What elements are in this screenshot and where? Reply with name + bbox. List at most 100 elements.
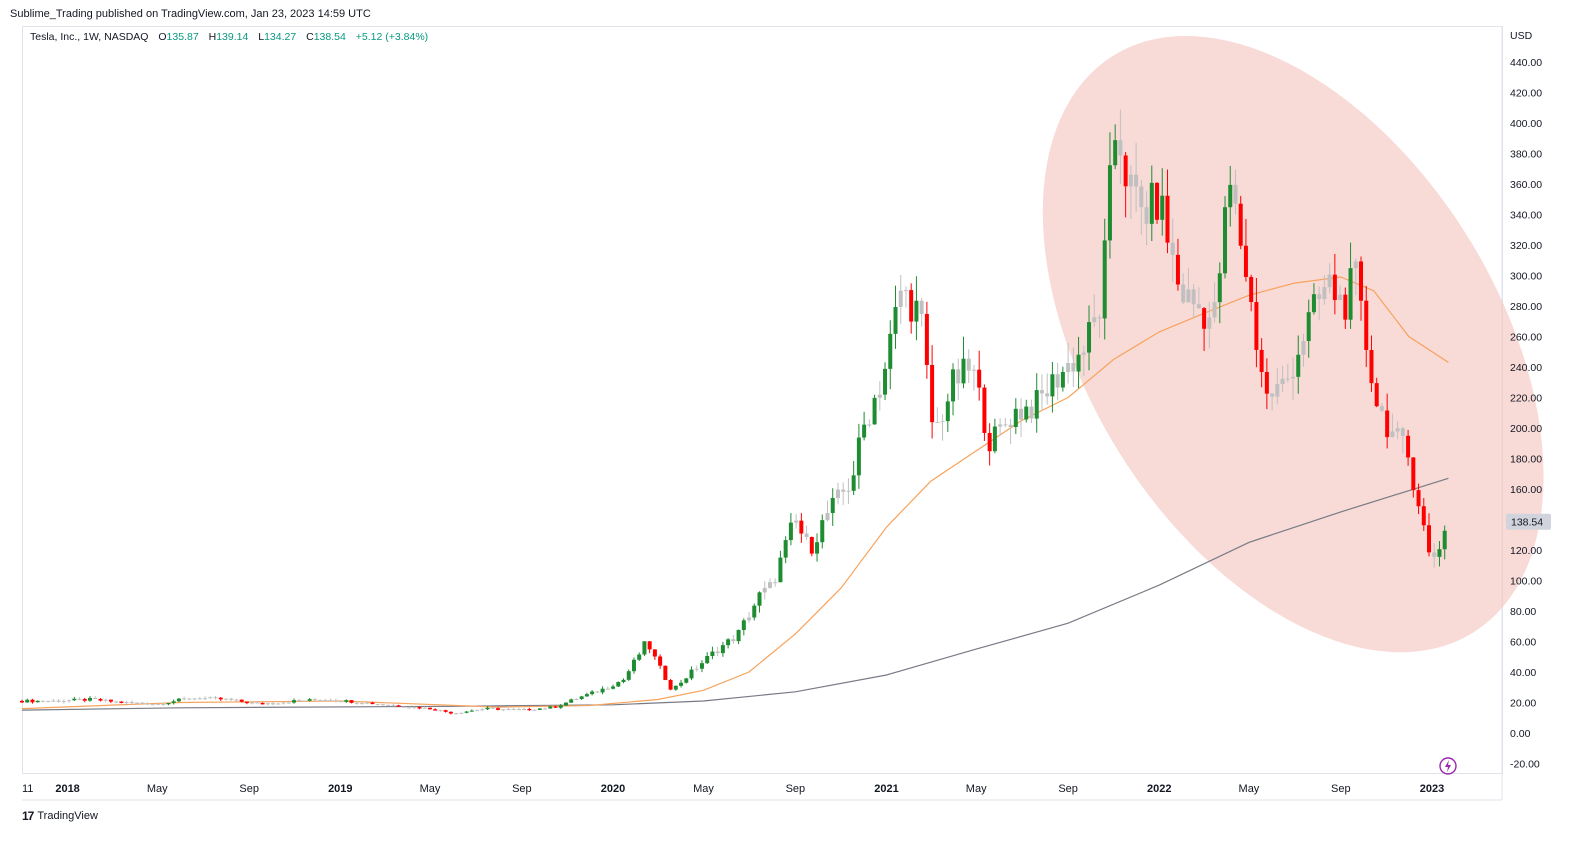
candle-body bbox=[161, 703, 166, 705]
candle-body bbox=[1186, 289, 1191, 303]
candle-body bbox=[532, 709, 537, 711]
candle-body bbox=[835, 489, 840, 498]
candle-body bbox=[595, 691, 600, 693]
last-price-badge bbox=[1506, 513, 1551, 530]
candle-body bbox=[506, 709, 511, 711]
time-tick-label: 2022 bbox=[1147, 783, 1171, 795]
candle-body bbox=[971, 369, 976, 371]
candle-body bbox=[171, 701, 176, 703]
candle-body bbox=[302, 700, 307, 702]
candle-body bbox=[747, 617, 752, 621]
candle-body bbox=[715, 651, 720, 654]
candle-body bbox=[668, 679, 673, 690]
price-tick-label: 120.00 bbox=[1510, 545, 1542, 557]
candle-body bbox=[511, 709, 516, 711]
candle-body bbox=[1327, 274, 1332, 288]
candle-body bbox=[1165, 195, 1170, 243]
candle-body bbox=[56, 700, 61, 702]
candle-body bbox=[736, 629, 741, 642]
candle-body bbox=[998, 424, 1003, 427]
open-label: O bbox=[158, 31, 167, 43]
candle-body bbox=[1390, 431, 1395, 438]
candle-body bbox=[616, 682, 621, 687]
candle-body bbox=[61, 701, 66, 703]
time-tick-label: Sep bbox=[786, 783, 806, 795]
price-tick-label: 20.00 bbox=[1510, 698, 1536, 710]
candle-body bbox=[108, 699, 113, 702]
candle-body bbox=[689, 669, 694, 679]
candle-body bbox=[25, 699, 30, 703]
candle-body bbox=[412, 707, 417, 709]
candle-body bbox=[1306, 312, 1311, 342]
tradingview-logo-icon: 17 bbox=[22, 809, 34, 823]
candle-body bbox=[951, 369, 956, 402]
candle-body bbox=[407, 707, 412, 709]
candle-body bbox=[1107, 165, 1112, 241]
candle-body bbox=[856, 437, 861, 476]
candle-body bbox=[767, 582, 772, 588]
candle-body bbox=[1332, 274, 1337, 301]
candle-body bbox=[574, 699, 579, 701]
candle-body bbox=[396, 705, 401, 707]
low-label: L bbox=[258, 31, 265, 43]
candle-body bbox=[260, 702, 265, 705]
candle-body bbox=[501, 709, 506, 711]
candle-body bbox=[1249, 276, 1254, 303]
price-tick-label: 320.00 bbox=[1510, 240, 1542, 252]
candle-body bbox=[1427, 525, 1432, 553]
candle-body bbox=[830, 497, 835, 513]
symbol-legend: Tesla, Inc., 1W, NASDAQ O135.87 H139.14 … bbox=[30, 31, 428, 43]
ma-long-line bbox=[21, 477, 1449, 711]
candle-body bbox=[140, 702, 145, 704]
candle-body bbox=[752, 605, 757, 618]
candle-body bbox=[773, 582, 778, 584]
candle-body bbox=[794, 520, 799, 523]
candle-body bbox=[276, 703, 281, 705]
price-tick-label: 220.00 bbox=[1510, 393, 1542, 405]
candle-body bbox=[862, 424, 867, 438]
candle-body bbox=[433, 709, 438, 711]
candle-body bbox=[1003, 424, 1008, 426]
time-tick-label: 2023 bbox=[1420, 783, 1444, 795]
candle-body bbox=[1270, 393, 1275, 397]
candle-body bbox=[291, 700, 296, 703]
candle-body bbox=[1134, 174, 1139, 187]
candle-body bbox=[877, 394, 882, 398]
candle-body bbox=[945, 401, 950, 422]
price-tick-label: 200.00 bbox=[1510, 423, 1542, 435]
candle-body bbox=[218, 697, 223, 700]
candle-body bbox=[1008, 424, 1013, 428]
candle-body bbox=[543, 708, 548, 710]
candle-body bbox=[1421, 506, 1426, 526]
candle-body bbox=[422, 707, 427, 709]
candle-body bbox=[1259, 349, 1264, 372]
candle-body bbox=[626, 671, 631, 680]
time-tick-label: 2019 bbox=[328, 783, 352, 795]
candle-body bbox=[893, 307, 898, 334]
candle-body bbox=[516, 709, 521, 711]
price-tick-label: 180.00 bbox=[1510, 454, 1542, 466]
candle-body bbox=[145, 703, 150, 705]
tradingview-brand[interactable]: 17 TradingView bbox=[22, 809, 98, 823]
candle-body bbox=[323, 700, 328, 702]
candle-body bbox=[203, 698, 208, 700]
candle-body bbox=[1353, 261, 1358, 269]
candle-body bbox=[1322, 287, 1327, 300]
candle-body bbox=[705, 656, 710, 664]
candle-body bbox=[187, 698, 192, 700]
candle-body bbox=[495, 708, 500, 710]
time-tick-label: May bbox=[966, 783, 987, 795]
candle-body bbox=[872, 397, 877, 425]
candle-body bbox=[1102, 240, 1107, 319]
candle-body bbox=[1207, 317, 1212, 329]
candle-body bbox=[940, 421, 945, 423]
candle-body bbox=[757, 592, 762, 606]
candle-body bbox=[1060, 371, 1065, 388]
candle-body bbox=[438, 710, 443, 712]
candle-body bbox=[1212, 302, 1217, 318]
candle-body bbox=[1118, 140, 1123, 156]
candle-body bbox=[1343, 294, 1348, 320]
candle-body bbox=[1055, 374, 1060, 388]
price-tick-label: 400.00 bbox=[1510, 118, 1542, 130]
